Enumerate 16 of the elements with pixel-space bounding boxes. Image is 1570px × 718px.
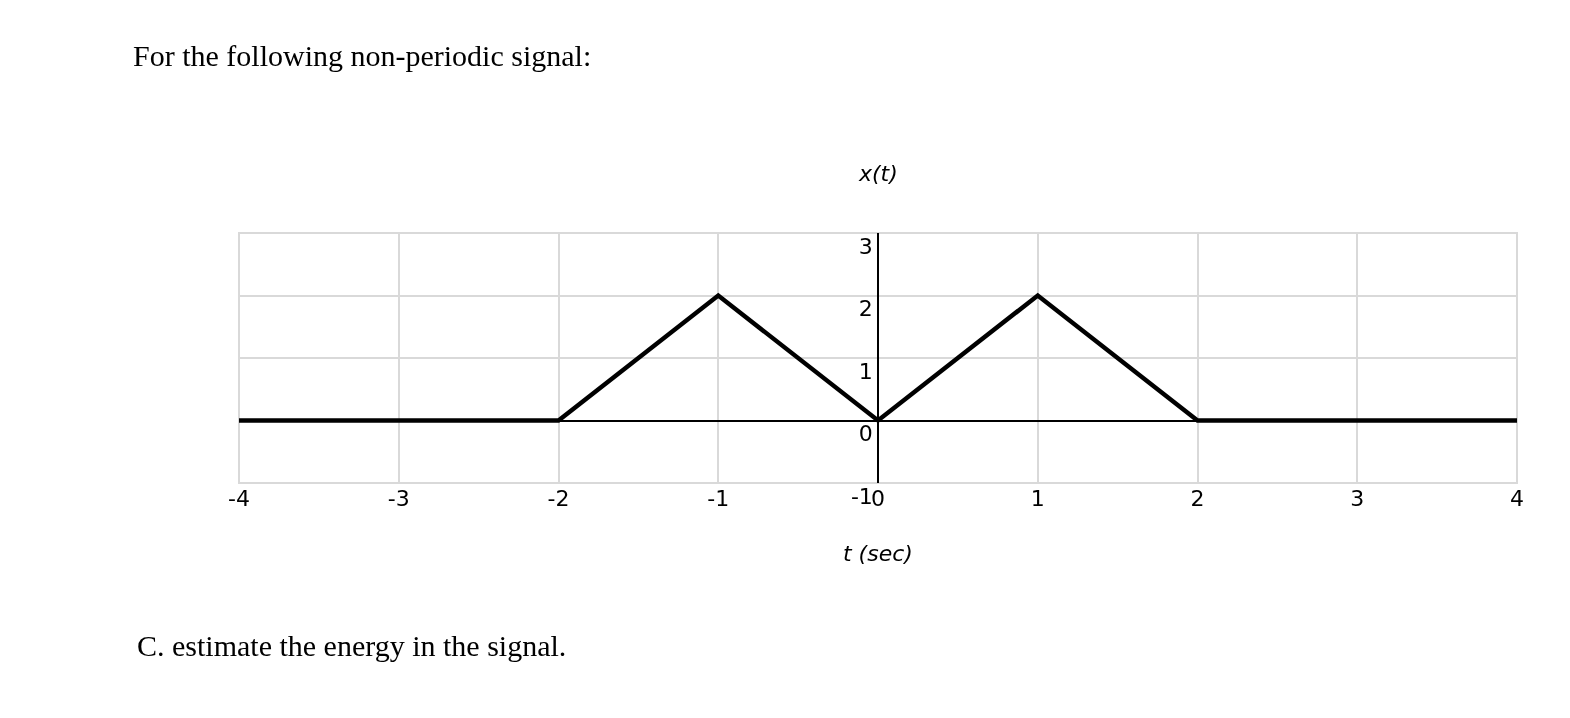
y-axis-title: x(t) (858, 161, 898, 186)
x-tick-label: 1 (1030, 486, 1045, 511)
x-tick-label: -2 (547, 486, 570, 511)
chart-title: For the following non-periodic signal: (133, 38, 592, 72)
x-axis-title: t (sec) (843, 541, 913, 566)
x-tick-label: -4 (228, 486, 250, 511)
x-tick-label: 4 (1510, 486, 1524, 511)
x-tick-label: 3 (1350, 486, 1365, 511)
y-tick-label: 0 (858, 421, 873, 447)
x-tick-label: -1 (707, 486, 730, 511)
x-tick-label: -3 (387, 486, 410, 511)
y-tick-label: 3 (858, 233, 873, 259)
x-tick-label: 2 (1190, 486, 1205, 511)
text: C. estimate the energy in the signal. (137, 629, 567, 662)
y-tick-label: 1 (858, 358, 873, 384)
y-tick-label: 2 (858, 296, 873, 322)
